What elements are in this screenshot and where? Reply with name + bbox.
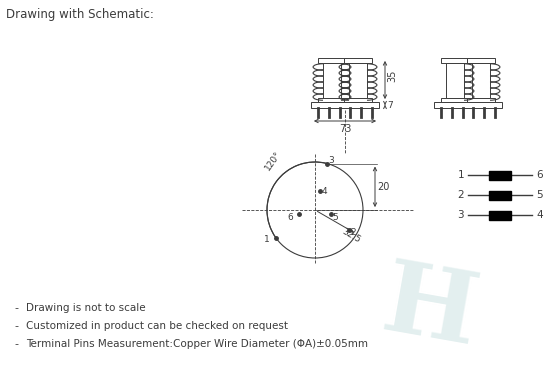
Bar: [434, 102, 502, 108]
Bar: [467, 98, 495, 102]
Text: 20: 20: [377, 182, 390, 192]
Text: H: H: [375, 254, 485, 366]
Text: -: -: [14, 303, 18, 313]
Bar: [441, 98, 469, 102]
Bar: [318, 98, 346, 102]
Text: -: -: [14, 339, 18, 349]
Text: 2: 2: [457, 190, 464, 200]
Bar: [344, 58, 372, 63]
Text: 5: 5: [333, 213, 338, 222]
Bar: [441, 58, 469, 63]
Bar: [472, 63, 490, 98]
Text: 5: 5: [536, 190, 543, 200]
Bar: [311, 102, 379, 108]
Bar: [489, 190, 511, 199]
Text: 4: 4: [321, 187, 327, 196]
Text: 4: 4: [536, 210, 543, 220]
Bar: [489, 170, 511, 179]
Text: 2: 2: [350, 228, 356, 237]
Bar: [446, 63, 464, 98]
Text: 32.5: 32.5: [340, 227, 362, 245]
Bar: [318, 58, 346, 63]
Text: 1: 1: [457, 170, 464, 180]
Text: Drawing with Schematic:: Drawing with Schematic:: [6, 8, 154, 21]
Text: 35: 35: [387, 70, 397, 82]
Text: 6: 6: [287, 213, 293, 222]
Text: Drawing is not to scale: Drawing is not to scale: [26, 303, 146, 313]
Text: 3: 3: [329, 156, 334, 165]
Bar: [349, 63, 367, 98]
Text: Customized in product can be checked on request: Customized in product can be checked on …: [26, 321, 288, 331]
Bar: [489, 210, 511, 219]
Text: 6: 6: [536, 170, 543, 180]
Text: 73: 73: [339, 124, 351, 134]
Text: Terminal Pins Measurement:Copper Wire Diameter (ΦA)±0.05mm: Terminal Pins Measurement:Copper Wire Di…: [26, 339, 368, 349]
Bar: [323, 63, 341, 98]
Bar: [344, 98, 372, 102]
Text: 1: 1: [264, 235, 269, 244]
Text: 120°: 120°: [263, 149, 283, 172]
Bar: [467, 58, 495, 63]
Text: 7: 7: [387, 100, 393, 109]
Text: -: -: [14, 321, 18, 331]
Text: 3: 3: [457, 210, 464, 220]
